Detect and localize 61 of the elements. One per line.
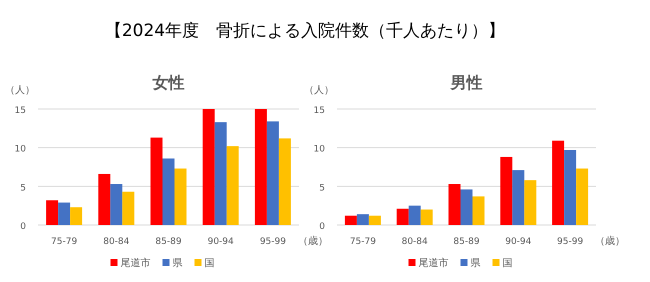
y-tick-label: 15 <box>314 106 325 116</box>
bar <box>356 214 369 225</box>
x-tick-label: 85-89 <box>453 237 480 247</box>
x-tick-label: 90-94 <box>505 237 532 247</box>
bar <box>472 196 484 225</box>
bar <box>344 216 357 225</box>
text: 【2024年度 骨折による入院件数（千人あたり）】 <box>104 21 506 41</box>
bar <box>150 138 162 225</box>
bar <box>174 168 186 225</box>
x-tick-label: 90-94 <box>208 237 234 247</box>
y-axis-title: （人） <box>5 85 35 96</box>
x-axis-title: （歳） <box>595 235 625 247</box>
bar <box>396 208 409 225</box>
bar <box>460 189 472 225</box>
y-tick-label: 0 <box>319 222 326 232</box>
legend-label: 県 <box>172 258 182 269</box>
bar <box>162 158 174 225</box>
bar <box>214 122 227 225</box>
bar <box>420 210 433 225</box>
chart-title: 女性 <box>152 73 184 92</box>
bar <box>524 180 536 225</box>
x-tick-label: 95-99 <box>557 237 584 247</box>
bar <box>576 168 588 225</box>
y-tick-label: 0 <box>20 222 26 232</box>
legend-label: 国 <box>502 258 512 269</box>
y-tick-label: 5 <box>20 183 26 194</box>
bar <box>564 150 576 225</box>
bar <box>98 174 110 225</box>
x-tick-label: 80-84 <box>402 237 428 247</box>
bar <box>552 140 564 225</box>
y-axis-title: （人） <box>304 85 334 96</box>
bar <box>448 184 460 225</box>
bar <box>46 200 58 225</box>
legend-label: 国 <box>204 258 214 269</box>
x-tick-label: 75-79 <box>51 237 78 247</box>
y-tick-label: 10 <box>14 144 26 155</box>
bar <box>122 192 134 225</box>
legend-label: 尾道市 <box>120 257 150 269</box>
bar <box>266 121 279 225</box>
y-tick-label: 15 <box>14 106 26 116</box>
y-tick-label: 10 <box>314 144 326 155</box>
bar <box>110 184 122 225</box>
bar <box>278 138 291 225</box>
bar <box>202 109 215 225</box>
y-tick-label: 5 <box>319 183 325 194</box>
bar <box>226 146 239 225</box>
bar <box>58 202 70 225</box>
x-axis-title: （歳） <box>298 235 328 247</box>
x-tick-label: 95-99 <box>260 237 286 247</box>
legend-label: 県 <box>470 258 480 269</box>
chart-title: 男性 <box>450 73 482 92</box>
bar <box>408 206 421 225</box>
x-tick-label: 85-89 <box>155 237 182 247</box>
x-tick-label: 80-84 <box>103 237 130 247</box>
bar <box>254 109 267 225</box>
bar <box>500 156 512 225</box>
bar <box>368 216 381 225</box>
x-tick-label: 75-79 <box>350 237 376 247</box>
bar <box>512 170 524 225</box>
legend-label: 尾道市 <box>418 257 448 269</box>
bar <box>70 207 82 225</box>
